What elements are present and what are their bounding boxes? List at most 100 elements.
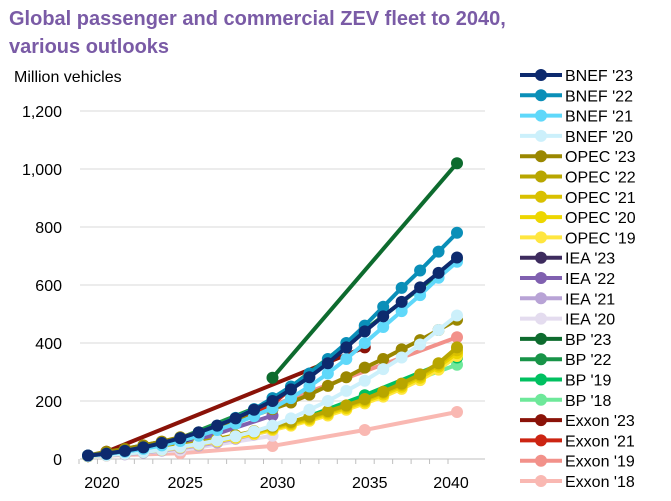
legend-label: BNEF '20	[565, 129, 633, 146]
data-point	[358, 374, 371, 387]
data-point	[340, 371, 353, 384]
legend-item: BNEF '20	[520, 129, 633, 146]
data-point	[211, 434, 224, 447]
data-point	[358, 361, 371, 374]
legend-item: IEA '21	[520, 291, 615, 308]
y-tick-label: 600	[35, 278, 62, 295]
data-point	[451, 341, 463, 354]
legend-marker	[535, 272, 547, 284]
series-bp-23	[266, 157, 463, 384]
legend-item: BP '19	[520, 373, 611, 390]
legend-marker	[535, 292, 547, 305]
legend-item: BNEF '22	[520, 88, 633, 105]
legend-marker	[535, 190, 547, 203]
data-point	[377, 385, 390, 398]
legend-marker	[535, 353, 547, 366]
legend-label: BNEF '21	[565, 109, 633, 126]
legend-item: Exxon '23	[520, 413, 635, 430]
legend-marker	[535, 150, 547, 163]
data-point	[321, 357, 334, 370]
y-axis-label: Million vehicles	[14, 69, 122, 86]
x-tick-label: 2025	[167, 475, 203, 492]
legend-label: OPEC '19	[565, 230, 636, 247]
legend-marker	[535, 475, 547, 487]
legend-marker	[535, 69, 547, 81]
series-line	[270, 161, 459, 380]
data-point	[377, 363, 390, 376]
data-point	[321, 367, 334, 380]
data-point	[284, 383, 297, 396]
data-point	[340, 352, 353, 365]
data-point	[340, 384, 353, 397]
data-point	[395, 351, 408, 364]
data-point	[358, 392, 371, 405]
legend-marker	[535, 89, 547, 102]
legend-item: BNEF '23	[520, 68, 633, 85]
legend-label: Exxon '18	[565, 474, 635, 491]
legend-marker	[535, 434, 547, 447]
legend-label: BP '19	[565, 373, 611, 390]
data-point	[432, 266, 445, 279]
series-bnef-23	[82, 251, 463, 462]
data-point	[100, 447, 113, 460]
legend-label: OPEC '23	[565, 149, 636, 166]
data-point	[395, 295, 408, 308]
legend-item: Exxon '19	[520, 454, 635, 471]
data-point	[266, 419, 279, 432]
data-point	[303, 371, 316, 384]
legend-item: OPEC '19	[520, 230, 636, 247]
data-point	[82, 449, 94, 462]
data-point	[451, 406, 463, 419]
data-point	[414, 368, 427, 381]
legend-label: BNEF '23	[565, 68, 633, 85]
legend-item: IEA '22	[520, 271, 615, 288]
data-point	[358, 325, 371, 338]
data-point	[377, 300, 390, 313]
data-point	[340, 399, 353, 412]
legend-marker	[535, 332, 547, 345]
data-point	[358, 424, 371, 436]
legend-label: BP '22	[565, 352, 611, 369]
data-point	[395, 305, 408, 318]
data-point	[248, 425, 261, 438]
legend-item: IEA '20	[520, 312, 615, 329]
data-point	[321, 395, 334, 407]
legend-item: BP '22	[520, 352, 611, 369]
legend-item: OPEC '22	[520, 170, 636, 187]
y-tick-label: 0	[53, 452, 62, 469]
legend-item: IEA '23	[520, 251, 615, 268]
data-point	[266, 395, 279, 407]
legend-label: Exxon '19	[565, 454, 635, 471]
data-point	[229, 412, 242, 425]
legend-label: IEA '22	[565, 271, 615, 288]
legend-marker	[535, 211, 547, 224]
data-point	[414, 281, 427, 294]
legend: BNEF '23 BNEF '22 BNEF '21 BNEF '20 OPEC '23…	[520, 68, 636, 491]
data-point	[284, 412, 297, 425]
y-tick-label: 1,000	[22, 162, 62, 179]
data-point	[155, 437, 168, 450]
data-point	[432, 357, 445, 370]
data-point	[451, 309, 463, 322]
legend-label: OPEC '21	[565, 190, 636, 207]
data-point	[451, 157, 463, 170]
data-point	[451, 331, 463, 344]
data-point	[395, 281, 408, 294]
data-point	[303, 403, 316, 416]
data-point	[451, 226, 463, 239]
chart-title: Global passenger and commercial ZEV flee…	[9, 8, 506, 58]
data-point	[358, 337, 371, 349]
legend-item: OPEC '21	[520, 190, 636, 207]
legend-item: OPEC '23	[520, 149, 636, 166]
data-point	[229, 430, 242, 443]
data-point	[192, 426, 205, 439]
data-point	[432, 245, 445, 258]
data-point	[266, 371, 279, 384]
legend-marker	[535, 373, 547, 386]
legend-item: Exxon '21	[520, 433, 635, 450]
legend-item: Exxon '18	[520, 474, 635, 491]
legend-label: BP '18	[565, 393, 611, 410]
legend-item: BNEF '21	[520, 109, 633, 126]
